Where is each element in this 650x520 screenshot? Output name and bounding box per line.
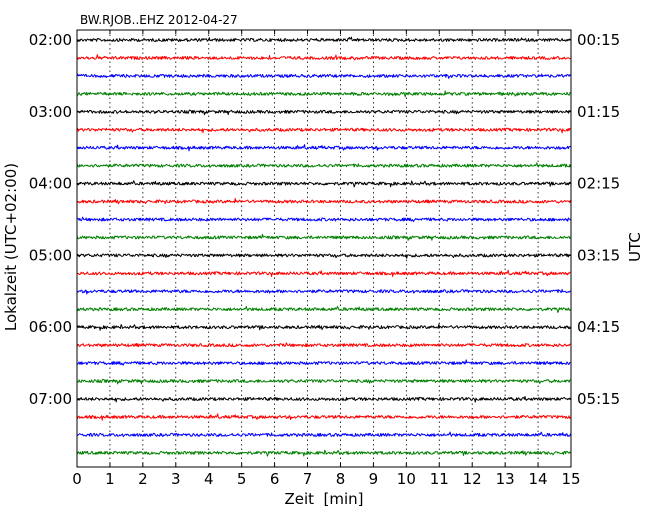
seismogram-trace — [76, 253, 571, 259]
y-tick-label-left: 03:00 — [29, 103, 72, 121]
seismogram-trace — [76, 54, 571, 61]
x-tick-label: 4 — [204, 470, 214, 488]
x-tick-label: 1 — [105, 470, 115, 488]
seismogram-trace — [76, 359, 571, 366]
trace-group — [76, 36, 571, 457]
y-tick-label-left: 04:00 — [29, 175, 72, 193]
seismogram-trace — [76, 109, 571, 116]
x-tick-label: 11 — [430, 470, 449, 488]
seismogram-trace — [76, 127, 571, 134]
seismogram-trace — [76, 342, 571, 348]
grid-lines — [109, 30, 539, 467]
plot-frame — [76, 29, 572, 468]
x-tick-label: 13 — [496, 470, 515, 488]
seismogram-trace — [76, 216, 571, 223]
x-tick-label: 5 — [237, 470, 247, 488]
y-tick-label-right: 03:15 — [577, 246, 620, 264]
y-tick-label-right: 04:15 — [577, 318, 620, 336]
seismogram-trace — [76, 288, 571, 295]
seismogram-trace — [76, 144, 571, 152]
seismogram-trace — [76, 197, 571, 205]
seismogram-trace — [76, 162, 571, 168]
seismogram-trace — [76, 269, 571, 278]
seismogram-trace — [76, 73, 571, 79]
seismogram-trace — [76, 413, 571, 421]
seismogram-trace — [76, 378, 571, 385]
x-tick-label: 12 — [463, 470, 482, 488]
seismogram-trace — [76, 323, 571, 331]
y-tick-label-right: 02:15 — [577, 175, 620, 193]
seismogram-trace — [76, 180, 571, 188]
x-tick-label: 8 — [336, 470, 346, 488]
seismogram-trace — [76, 431, 571, 438]
x-tick-label: 2 — [138, 470, 148, 488]
y-tick-label-right: 05:15 — [577, 390, 620, 408]
x-tick-label: 15 — [561, 470, 580, 488]
seismogram-trace — [76, 90, 571, 98]
x-tick-label: 14 — [529, 470, 548, 488]
seismogram-trace — [76, 305, 571, 313]
x-axis-label: Zeit [min] — [284, 490, 363, 508]
y-tick-label-right: 01:15 — [577, 103, 620, 121]
y-tick-label-right: 00:15 — [577, 31, 620, 49]
y-tick-label-left: 07:00 — [29, 390, 72, 408]
x-tick-label: 9 — [369, 470, 379, 488]
chart-title: BW.RJOB..EHZ 2012-04-27 — [80, 13, 238, 27]
x-tick-label: 6 — [270, 470, 280, 488]
x-tick-label: 3 — [171, 470, 181, 488]
y-tick-label-left: 02:00 — [29, 31, 72, 49]
y-tick-label-left: 06:00 — [29, 318, 72, 336]
x-tick-label: 10 — [397, 470, 416, 488]
y-tick-label-left: 05:00 — [29, 246, 72, 264]
seismogram-trace — [76, 233, 571, 241]
seismogram-trace — [76, 395, 571, 403]
seismogram-trace — [76, 449, 571, 457]
x-tick-label: 0 — [72, 470, 82, 488]
x-tick-label: 7 — [303, 470, 313, 488]
y-axis-label-left: Lokalzeit (UTC+02:00) — [2, 163, 20, 331]
seismogram-trace — [76, 36, 571, 42]
y-axis-label-right: UTC — [626, 232, 644, 262]
